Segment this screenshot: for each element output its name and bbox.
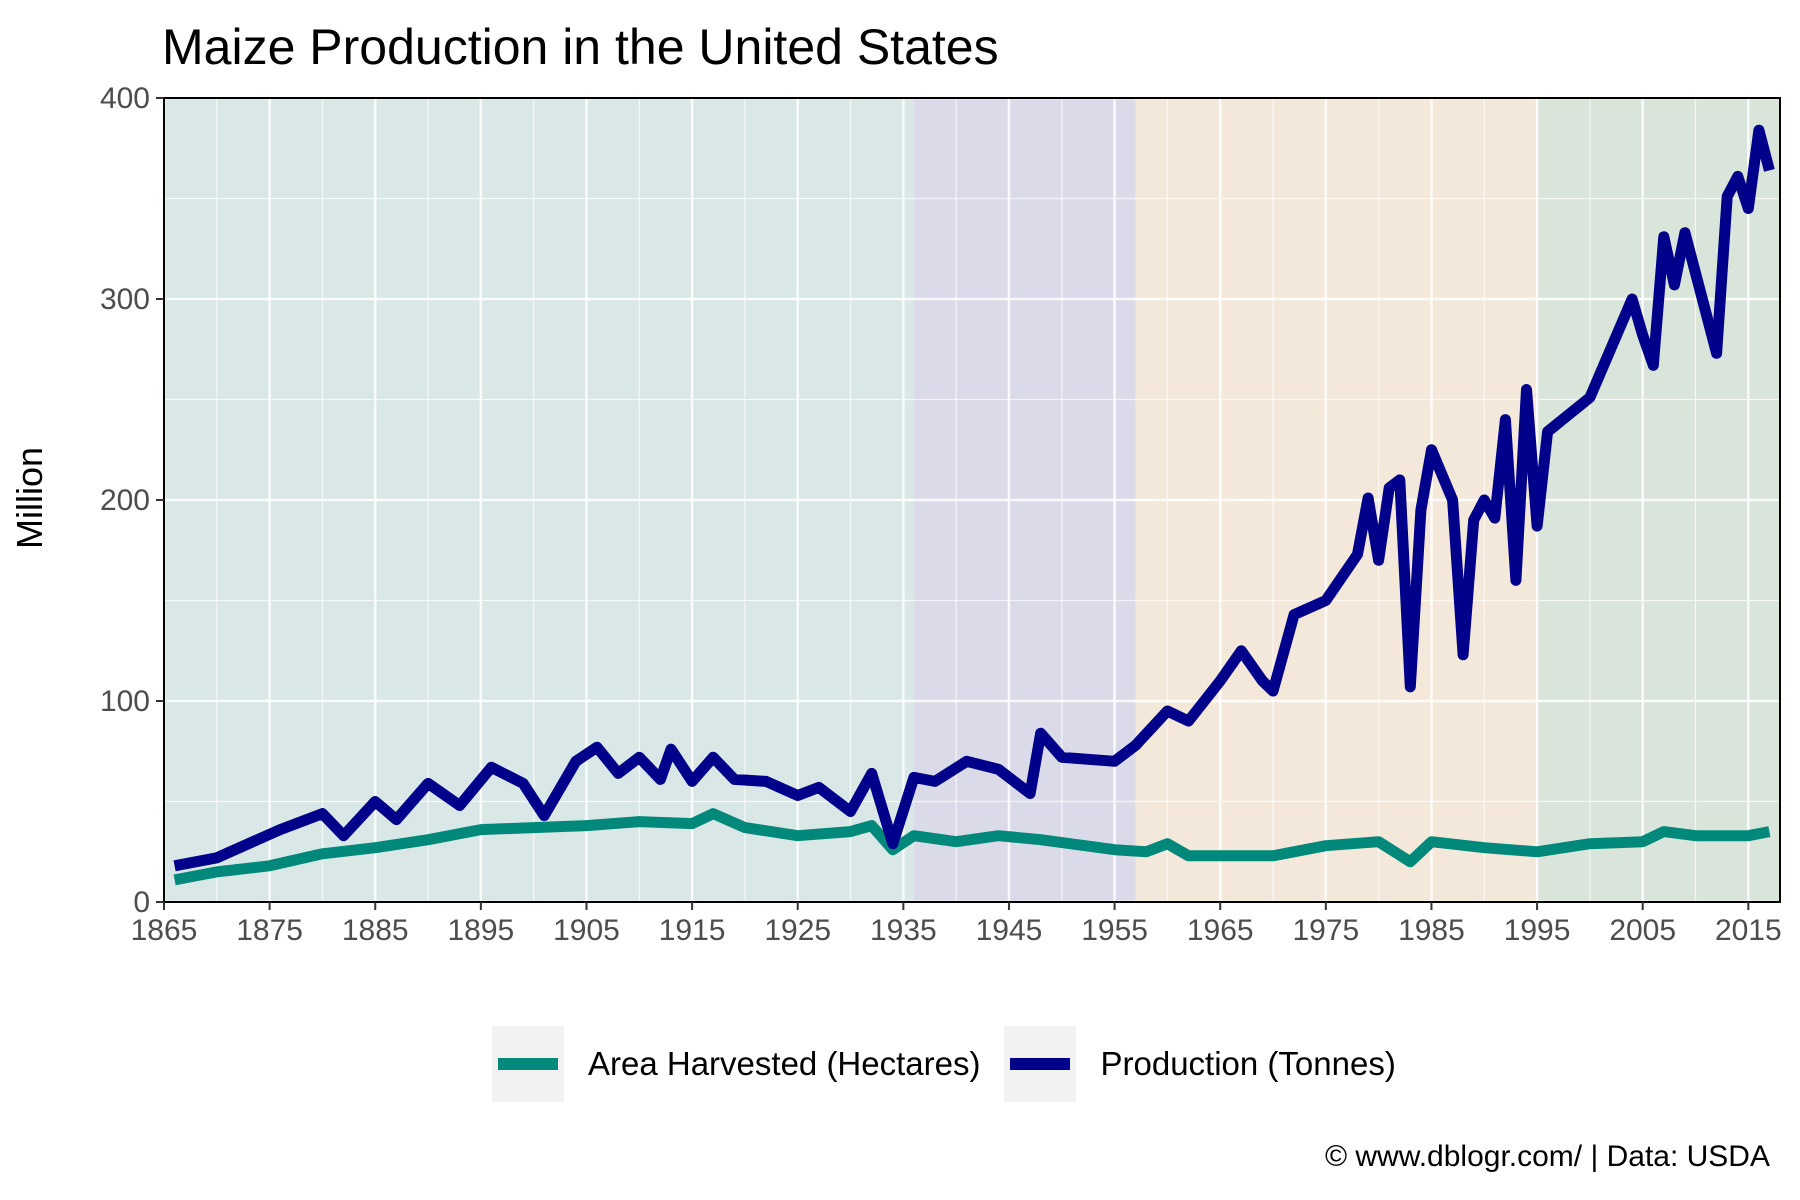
series-line-1: [173, 124, 1775, 872]
legend-key-production: [1004, 1026, 1077, 1102]
x-axis: 1865 1875 1885 1895 1905 1915 1925 1935 1945 1955…: [131, 902, 1782, 947]
x-tick-label-5: 1915: [659, 914, 726, 947]
legend-label-production: Production (Tonnes): [1100, 1045, 1396, 1082]
legend-item-production: Production (Tonnes): [1004, 1026, 1396, 1102]
x-tick-label-3: 1895: [447, 914, 514, 947]
y-tick-label-2: 200: [100, 484, 150, 517]
x-tick-label-0: 1865: [131, 914, 198, 947]
x-tick-label-9: 1955: [1081, 914, 1148, 947]
y-axis-title: Million: [9, 447, 50, 549]
y-tick-label-0: 0: [133, 886, 150, 919]
legend-item-area: Area Harvested (Hectares): [492, 1026, 980, 1102]
source-caption: © www.dblogr.com/ | Data: USDA: [1324, 1140, 1770, 1173]
series-lines: [173, 124, 1775, 886]
legend: Area Harvested (Hectares) Production (To…: [492, 1026, 1420, 1102]
x-tick-label-14: 2005: [1609, 914, 1676, 947]
x-tick-label-1: 1875: [236, 914, 303, 947]
chart-title: Maize Production in the United States: [162, 19, 999, 75]
x-tick-label-7: 1935: [870, 914, 937, 947]
x-tick-label-10: 1965: [1187, 914, 1254, 947]
x-tick-label-13: 1995: [1504, 914, 1571, 947]
legend-key-area: [492, 1026, 564, 1102]
legend-label-area: Area Harvested (Hectares): [588, 1045, 981, 1082]
x-tick-label-15: 2015: [1715, 914, 1782, 947]
x-tick-label-11: 1975: [1292, 914, 1359, 947]
x-tick-label-6: 1925: [764, 914, 831, 947]
x-tick-label-2: 1885: [342, 914, 409, 947]
series-line-0: [173, 808, 1771, 886]
x-tick-label-4: 1905: [553, 914, 620, 947]
y-axis: 0 100 200 300 400: [100, 82, 164, 919]
x-tick-label-12: 1985: [1398, 914, 1465, 947]
x-tick-label-8: 1945: [976, 914, 1043, 947]
y-tick-label-4: 400: [100, 82, 150, 115]
y-tick-label-3: 300: [100, 283, 150, 316]
y-tick-label-1: 100: [100, 685, 150, 718]
